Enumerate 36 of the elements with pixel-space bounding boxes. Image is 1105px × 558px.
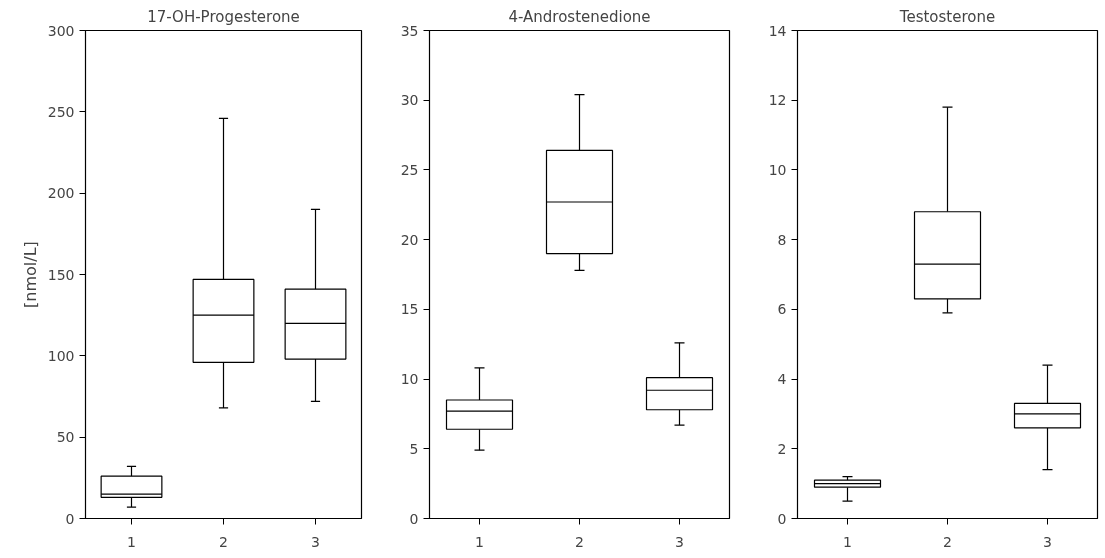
y-tick-label: 300 [47,22,75,39]
y-tick-label: 5 [409,440,419,457]
y-tick-label: 10 [768,161,787,178]
y-tick-label: 0 [409,510,419,527]
y-tick-label: 15 [400,301,419,318]
y-tick-label: 30 [400,92,419,109]
x-tick-label: 1 [843,533,852,550]
y-tick-label: 6 [777,301,787,318]
y-tick-label: 12 [768,92,787,109]
x-tick-label: 1 [127,533,136,550]
y-tick-label: 2 [777,440,787,457]
x-tick-label: 3 [675,533,684,550]
chart-title: 17-OH-Progesterone [147,7,300,26]
y-tick-label: 100 [47,347,75,364]
y-tick-label: 35 [400,22,419,39]
y-tick-label: 4 [777,371,787,388]
x-tick-label: 3 [311,533,320,550]
y-tick-label: 150 [47,266,75,283]
y-tick-label: 50 [56,429,75,446]
chart-title: Testosterone [898,7,996,26]
y-tick-label: 200 [47,185,75,202]
y-tick-label: 14 [768,22,787,39]
y-tick-label: 10 [400,371,419,388]
x-tick-label: 2 [219,533,228,550]
chart-title: 4-Androstenedione [508,7,651,26]
x-tick-label: 3 [1043,533,1052,550]
y-axis-title: [nmol/L] [20,241,40,308]
x-tick-label: 2 [575,533,584,550]
y-tick-label: 0 [777,510,787,527]
y-tick-label: 250 [47,103,75,120]
x-tick-label: 1 [475,533,484,550]
y-tick-label: 8 [777,231,787,248]
x-tick-label: 2 [943,533,952,550]
y-tick-label: 25 [400,161,419,178]
y-tick-label: 20 [400,231,419,248]
y-tick-label: 0 [65,510,75,527]
